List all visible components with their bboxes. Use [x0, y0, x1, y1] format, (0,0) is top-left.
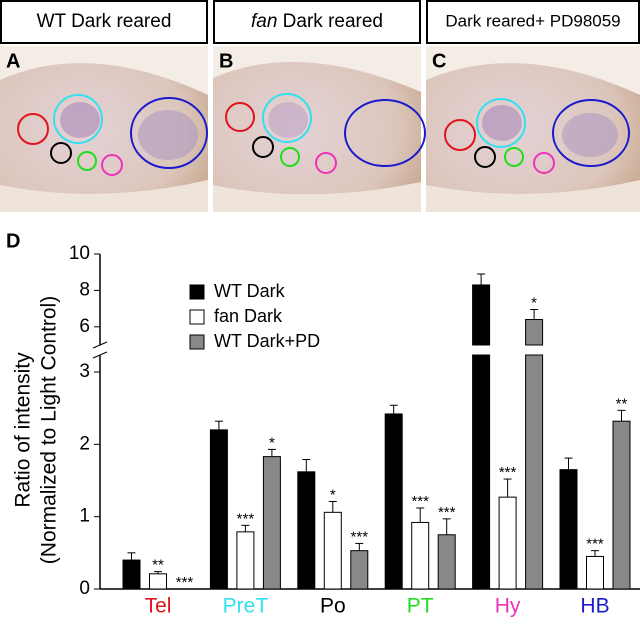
y-tick-label: 8 [79, 279, 90, 300]
panel-letter: A [6, 50, 20, 72]
panel-letter: C [432, 50, 446, 72]
legend-swatch [189, 284, 205, 300]
x-tick-label: PreT [223, 595, 269, 618]
photo-bg [0, 46, 208, 95]
panel-title: Dark reared+ PD98059 [445, 11, 620, 30]
bar [262, 456, 281, 590]
legend-label: WT Dark+PD [214, 331, 320, 351]
bar [149, 573, 167, 590]
significance: * [269, 434, 275, 451]
bar [384, 413, 403, 590]
axis-break [92, 341, 108, 349]
bar [236, 531, 255, 590]
bar [323, 511, 342, 590]
bar [122, 559, 141, 590]
y-tick-label: 10 [69, 243, 90, 264]
legend-swatch [189, 334, 205, 350]
significance: *** [237, 510, 255, 527]
x-tick-label: Po [320, 595, 346, 618]
bar [498, 496, 517, 590]
panel-title: fan Dark reared [251, 11, 383, 32]
panel-b: fan Dark reared B [213, 0, 426, 212]
panel-letter: B [219, 50, 233, 72]
significance: *** [499, 464, 517, 481]
x-tick-label: Tel [145, 595, 172, 618]
bar [350, 550, 369, 590]
bar [586, 555, 604, 590]
significance: * [531, 294, 537, 311]
axis-break [92, 351, 108, 359]
x-tick-label: Hy [495, 595, 521, 618]
bar-top [525, 319, 544, 346]
bar [437, 534, 456, 590]
significance: *** [586, 536, 604, 553]
significance: *** [351, 528, 369, 545]
significance: * [330, 486, 336, 503]
bar [612, 420, 631, 590]
panel-c: Dark reared+ PD98059 C [426, 0, 640, 212]
y-tick-label: 1 [79, 506, 90, 527]
y-tick-label: 6 [79, 316, 90, 337]
panel-title: WT Dark reared [37, 11, 172, 32]
panel-a: WT Dark reared A [0, 0, 208, 212]
legend-label: WT Dark [214, 281, 286, 301]
significance: ** [152, 557, 164, 574]
panel-letter: D [6, 230, 20, 252]
bar [525, 354, 544, 590]
bar [209, 429, 228, 590]
title-text: Dark reared [277, 11, 383, 32]
significance: ** [616, 395, 628, 412]
bar [297, 471, 316, 590]
y-tick-label: 2 [79, 433, 90, 454]
significance: *** [411, 493, 429, 510]
y-label: (Normalized to Light Control) [38, 296, 61, 564]
x-tick-label: PT [407, 595, 434, 618]
significance: *** [176, 574, 194, 591]
title-box [0, 0, 208, 44]
title-italic: fan [251, 11, 277, 32]
bar [472, 354, 491, 590]
x-tick-label: HB [580, 595, 609, 618]
y-tick-label: 3 [79, 361, 90, 382]
bar [411, 521, 430, 590]
bar [559, 469, 578, 590]
legend-label: fan Dark [214, 306, 283, 326]
photo-bg [0, 180, 208, 212]
significance: *** [438, 504, 456, 521]
y-label: Ratio of intensity [12, 352, 35, 508]
legend-swatch [189, 309, 205, 325]
bar-top [472, 284, 491, 346]
y-tick-label: 0 [79, 578, 90, 599]
